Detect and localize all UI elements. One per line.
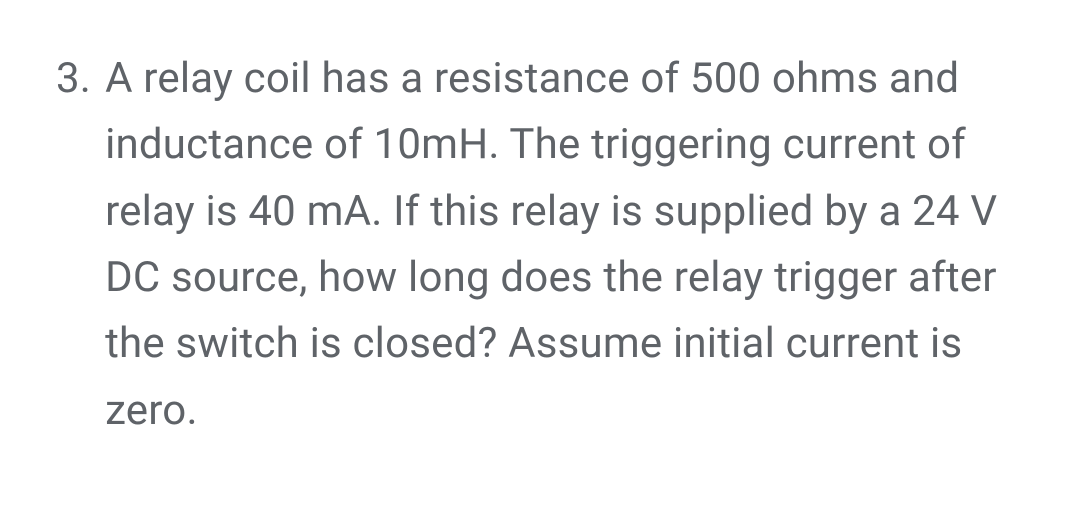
numbered-paragraph: 3. A relay coil has a resistance of 500 … (56, 46, 1024, 444)
question-block: 3. A relay coil has a resistance of 500 … (0, 0, 1080, 444)
problem-text: A relay coil has a resistance of 500 ohm… (105, 46, 1024, 444)
problem-number: 3. (56, 46, 91, 112)
